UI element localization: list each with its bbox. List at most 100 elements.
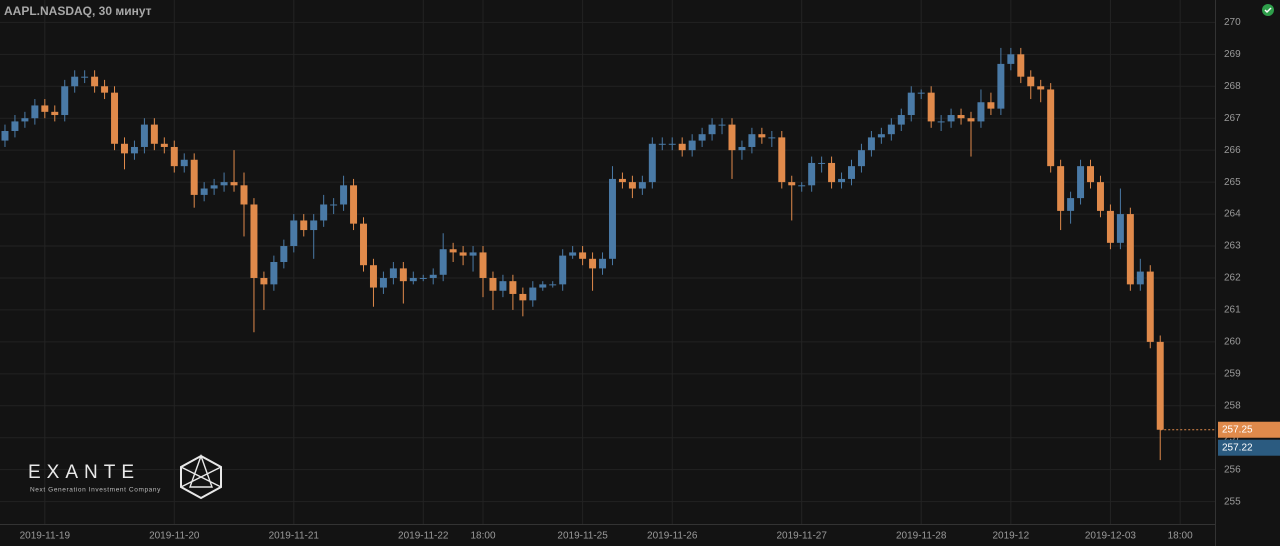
- candle-body: [618, 178, 626, 183]
- candle-body: [887, 124, 895, 135]
- x-tick-label: 2019-11-27: [776, 531, 827, 542]
- candle-body: [1, 131, 9, 141]
- plot-area: [1, 47, 1164, 461]
- candle-body: [788, 182, 796, 186]
- x-tick-label: 18:00: [470, 531, 495, 542]
- candle-body: [877, 134, 885, 138]
- candle-body: [111, 92, 119, 144]
- candle-body: [310, 220, 318, 231]
- candle-body: [300, 220, 308, 231]
- candle-body: [519, 293, 527, 301]
- candle-body: [658, 143, 666, 145]
- candle-body: [569, 252, 577, 256]
- candle-body: [210, 185, 218, 189]
- candle-body: [150, 124, 158, 144]
- candle-body: [320, 204, 328, 221]
- candle-body: [409, 277, 417, 282]
- candle-body: [738, 146, 746, 151]
- candle-body: [688, 140, 696, 151]
- candle-body: [599, 258, 607, 269]
- candle-body: [917, 92, 925, 94]
- x-tick-label: 18:00: [1168, 531, 1193, 542]
- candle-body: [907, 92, 915, 116]
- price-marker: [1218, 421, 1280, 438]
- candle-body: [61, 86, 69, 116]
- candle-body: [51, 111, 59, 116]
- candle-body: [728, 124, 736, 151]
- candle-body: [130, 146, 138, 154]
- candle-body: [280, 246, 288, 262]
- candle-body: [539, 284, 547, 288]
- candle-body: [828, 162, 836, 183]
- candle-body: [429, 274, 437, 278]
- candle-body: [369, 265, 377, 288]
- candle-body: [11, 121, 19, 131]
- x-tick-label: 2019-12-03: [1085, 531, 1137, 542]
- candle-body: [31, 105, 39, 119]
- y-tick-label: 255: [1224, 496, 1241, 507]
- x-tick-label: 2019-11-28: [896, 531, 947, 542]
- chart-title: AAPL.NASDAQ, 30 минут: [4, 4, 152, 18]
- candle-body: [389, 268, 397, 278]
- candle-body: [529, 287, 537, 301]
- candle-body: [71, 76, 79, 87]
- candle-body: [350, 185, 358, 224]
- candle-body: [897, 115, 905, 125]
- x-tick-label: 2019-11-19: [20, 531, 71, 542]
- y-tick-label: 260: [1224, 337, 1241, 348]
- candle-body: [957, 115, 965, 119]
- candle-body: [668, 143, 676, 145]
- candle-body: [1116, 214, 1124, 243]
- candle-body: [260, 277, 268, 285]
- candle-body: [290, 220, 298, 247]
- y-tick-label: 265: [1224, 177, 1241, 188]
- y-tick-label: 266: [1224, 145, 1241, 156]
- candle-body: [768, 137, 776, 139]
- candle-body: [848, 166, 855, 179]
- candle-body: [1007, 54, 1015, 64]
- candle-body: [1156, 341, 1164, 430]
- y-tick-label: 264: [1224, 209, 1241, 220]
- candle-body: [1067, 198, 1075, 211]
- price-marker-label: 257.22: [1222, 442, 1253, 453]
- candle-body: [867, 137, 875, 151]
- x-tick-label: 2019-11-21: [269, 531, 320, 542]
- candle-body: [977, 102, 985, 122]
- candle-body: [419, 277, 427, 279]
- candle-body: [200, 188, 208, 195]
- y-tick-label: 270: [1224, 17, 1241, 28]
- candle-body: [439, 249, 447, 275]
- brand-name: EXANTE: [28, 462, 140, 483]
- y-tick-label: 259: [1224, 368, 1241, 379]
- candle-body: [180, 159, 188, 167]
- price-marker: [1218, 439, 1280, 456]
- candle-body: [638, 182, 646, 189]
- candle-body: [240, 185, 248, 205]
- candle-body: [160, 143, 168, 147]
- grid: [0, 0, 1215, 524]
- candle-body: [330, 204, 338, 206]
- candle-body: [101, 86, 109, 93]
- candle-body: [1077, 166, 1085, 199]
- candle-body: [1136, 271, 1144, 285]
- x-tick-label: 2019-11-25: [557, 531, 608, 542]
- candle-body: [857, 150, 865, 167]
- y-tick-label: 256: [1224, 464, 1241, 475]
- candle-body: [509, 281, 517, 294]
- candle-body: [41, 105, 49, 112]
- y-tick-label: 258: [1224, 400, 1241, 411]
- y-tick-label: 261: [1224, 305, 1241, 316]
- y-tick-label: 257: [1224, 432, 1241, 443]
- candle-body: [360, 223, 367, 266]
- x-tick-label: 2019-11-26: [647, 531, 698, 542]
- candle-body: [698, 134, 706, 141]
- candle-body: [340, 185, 348, 205]
- candle-body: [608, 178, 616, 259]
- candle-body: [230, 182, 238, 186]
- candle-body: [399, 268, 407, 282]
- candle-body: [549, 284, 557, 286]
- candle-body: [1096, 182, 1104, 211]
- candle-body: [170, 146, 178, 167]
- candle-body: [927, 92, 935, 122]
